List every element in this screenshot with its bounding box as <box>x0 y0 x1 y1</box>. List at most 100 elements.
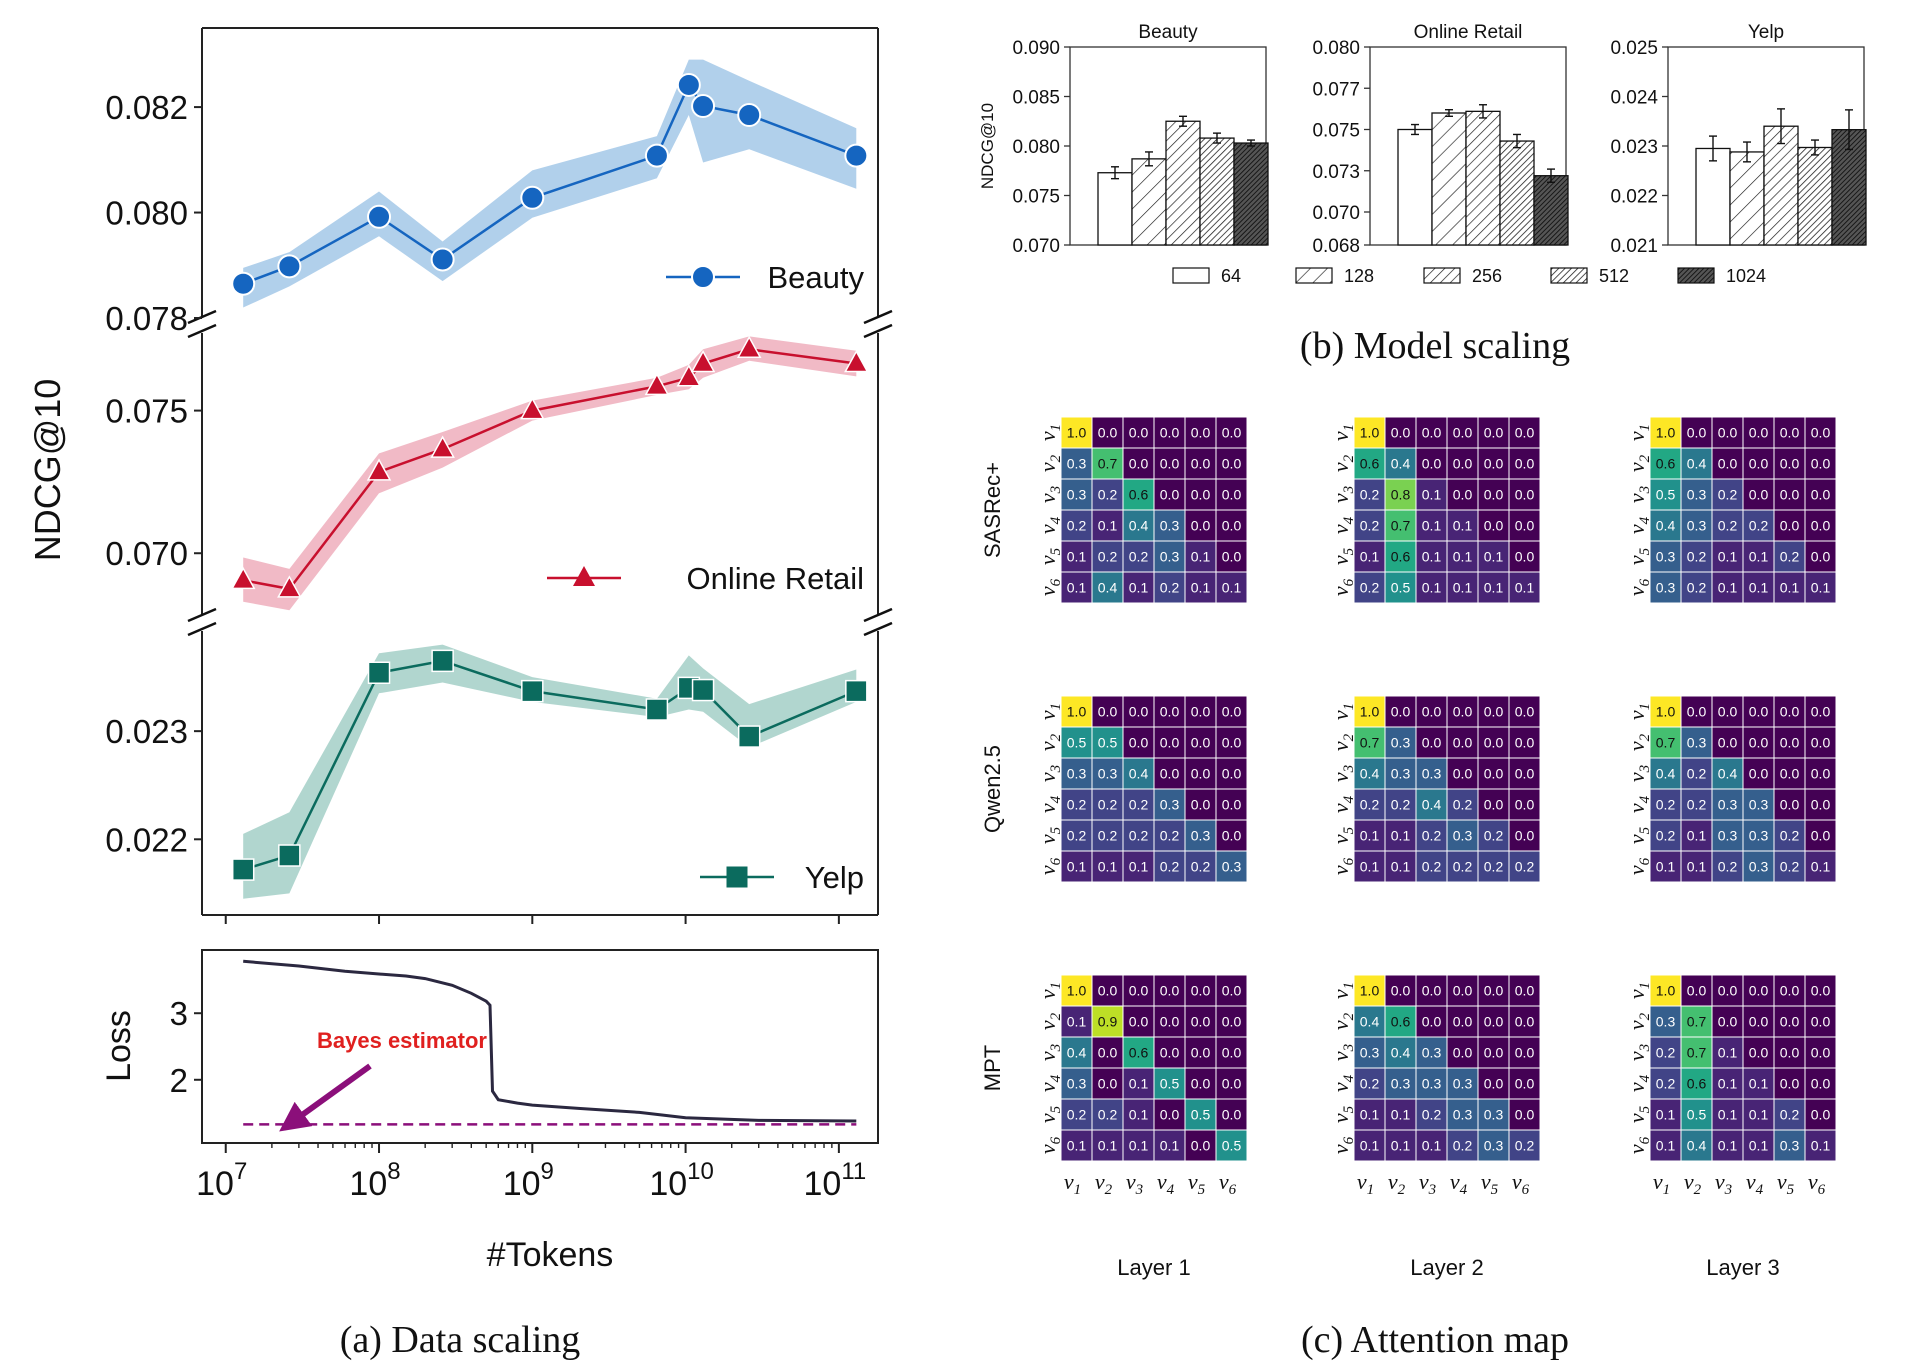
heatmap-value: 0.2 <box>1098 1107 1118 1123</box>
token-index: 5 <box>1341 826 1357 834</box>
heatmap-value: 0.0 <box>1749 983 1769 999</box>
token-index: 2 <box>1637 733 1653 741</box>
heatmap-cell <box>1477 1129 1510 1162</box>
token-index: 3 <box>1048 486 1064 495</box>
heatmap-value: 0.1 <box>1718 1045 1738 1061</box>
heatmap-cell <box>1804 1005 1837 1038</box>
heatmap-value: 0.0 <box>1222 735 1242 751</box>
heatmap-value: 0.2 <box>1780 859 1800 875</box>
bar-y-tick-label: 0.080 <box>1312 38 1360 59</box>
row-token-label: v4 <box>1328 795 1357 813</box>
heatmap-cell <box>1711 757 1744 790</box>
heatmap-cell <box>1353 447 1386 480</box>
bar <box>1131 158 1167 246</box>
legend-marker <box>726 866 748 888</box>
heatmap-cell <box>1711 416 1744 449</box>
heatmap-cell <box>1649 1005 1682 1038</box>
heatmap-cell <box>1477 788 1510 821</box>
token-symbol: v <box>1328 462 1353 472</box>
heatmap-value: 0.2 <box>1749 518 1769 534</box>
token-symbol: v <box>1095 1169 1105 1194</box>
data-point <box>644 143 669 168</box>
heatmap-value: 0.0 <box>1811 1107 1831 1123</box>
data-point <box>430 247 455 272</box>
heatmap-cell <box>1508 974 1541 1007</box>
heatmap-value: 0.2 <box>1780 828 1800 844</box>
heatmap-cell <box>1680 571 1713 604</box>
series-line <box>242 82 857 285</box>
heatmap-value: 0.4 <box>1067 1045 1087 1061</box>
heatmap-value: 0.0 <box>1811 797 1831 813</box>
token-symbol: v <box>1624 1020 1649 1030</box>
col-token-label: v4 <box>1157 1169 1175 1198</box>
heatmap-value: 0.0 <box>1191 797 1211 813</box>
heatmap-value: 0.0 <box>1780 735 1800 751</box>
heatmap-value: 0.0 <box>1098 983 1118 999</box>
heatmap-cell <box>1184 1005 1217 1038</box>
row-token-label: v1 <box>1035 982 1064 999</box>
row-token-label: v3 <box>1328 486 1357 503</box>
heatmap-cell <box>1649 726 1682 759</box>
token-symbol: v <box>1328 1020 1353 1030</box>
heatmap-value: 1.0 <box>1656 425 1676 441</box>
y-tick-label: 0.023 <box>105 713 188 750</box>
y-tick-label: 0.080 <box>105 195 188 232</box>
heatmap-value: 0.0 <box>1453 735 1473 751</box>
heatmap-value: 0.0 <box>1222 828 1242 844</box>
heatmap-value: 0.2 <box>1160 859 1180 875</box>
heatmap-value: 0.0 <box>1811 549 1831 565</box>
heatmap-value: 0.1 <box>1360 828 1380 844</box>
heatmap-value: 0.0 <box>1484 766 1504 782</box>
heatmap-cell <box>1477 509 1510 542</box>
token-symbol: v <box>1624 1113 1649 1123</box>
loss-frame <box>201 949 879 1144</box>
token-index: 4 <box>1460 1182 1468 1198</box>
heatmap-cell <box>1711 571 1744 604</box>
heatmap-cell <box>1649 1129 1682 1162</box>
heatmap-value: 0.0 <box>1515 1045 1535 1061</box>
bar <box>1431 112 1467 246</box>
heatmap-value: 0.0 <box>1515 1076 1535 1092</box>
heatmap-value: 0.0 <box>1780 797 1800 813</box>
heatmap-value: 0.0 <box>1160 735 1180 751</box>
y-tick-label: 0.078 <box>105 300 188 337</box>
heatmap-cell <box>1649 1098 1682 1131</box>
heatmap-cell <box>1742 447 1775 480</box>
heatmap-value: 0.0 <box>1160 766 1180 782</box>
heatmap-value: 0.0 <box>1098 704 1118 720</box>
bar-y-tick-label: 0.085 <box>1012 88 1060 109</box>
heatmap-value: 0.0 <box>1484 735 1504 751</box>
heatmap-value: 0.0 <box>1191 1138 1211 1154</box>
heatmap-value: 1.0 <box>1360 425 1380 441</box>
bar-panel-title: Yelp <box>1748 22 1784 43</box>
bar-legend-label: 128 <box>1344 266 1374 286</box>
heatmap-value: 0.0 <box>1098 1076 1118 1092</box>
heatmap-cell <box>1680 1067 1713 1100</box>
heatmap-value: 0.0 <box>1780 983 1800 999</box>
heatmap-value: 0.3 <box>1067 1076 1087 1092</box>
heatmap-value: 0.2 <box>1160 580 1180 596</box>
heatmap-value: 0.3 <box>1749 828 1769 844</box>
heatmap-cell <box>1060 819 1093 852</box>
heatmap-value: 0.3 <box>1067 456 1087 472</box>
heatmap-cell <box>1353 571 1386 604</box>
heatmap-value: 0.1 <box>1191 549 1211 565</box>
bar <box>1465 110 1501 246</box>
row-token-label: v5 <box>1035 547 1064 565</box>
heatmap-cell <box>1215 788 1248 821</box>
heatmap-value: 0.1 <box>1391 1107 1411 1123</box>
y-tick-label: 0.070 <box>105 535 188 572</box>
heatmap-cell <box>1446 974 1479 1007</box>
heatmap-cell <box>1184 974 1217 1007</box>
heatmap-cell <box>1477 447 1510 480</box>
token-index: 5 <box>1637 547 1653 555</box>
heatmap-value: 0.0 <box>1160 487 1180 503</box>
heatmap-value: 0.1 <box>1191 580 1211 596</box>
heatmap-value: 0.9 <box>1098 1014 1118 1030</box>
heatmap-value: 0.0 <box>1422 983 1442 999</box>
token-index: 5 <box>1048 547 1064 555</box>
bar-legend-label: 1024 <box>1726 266 1766 286</box>
heatmap-cell <box>1091 695 1124 728</box>
heatmap-cell <box>1508 478 1541 511</box>
heatmap-cell <box>1215 819 1248 852</box>
